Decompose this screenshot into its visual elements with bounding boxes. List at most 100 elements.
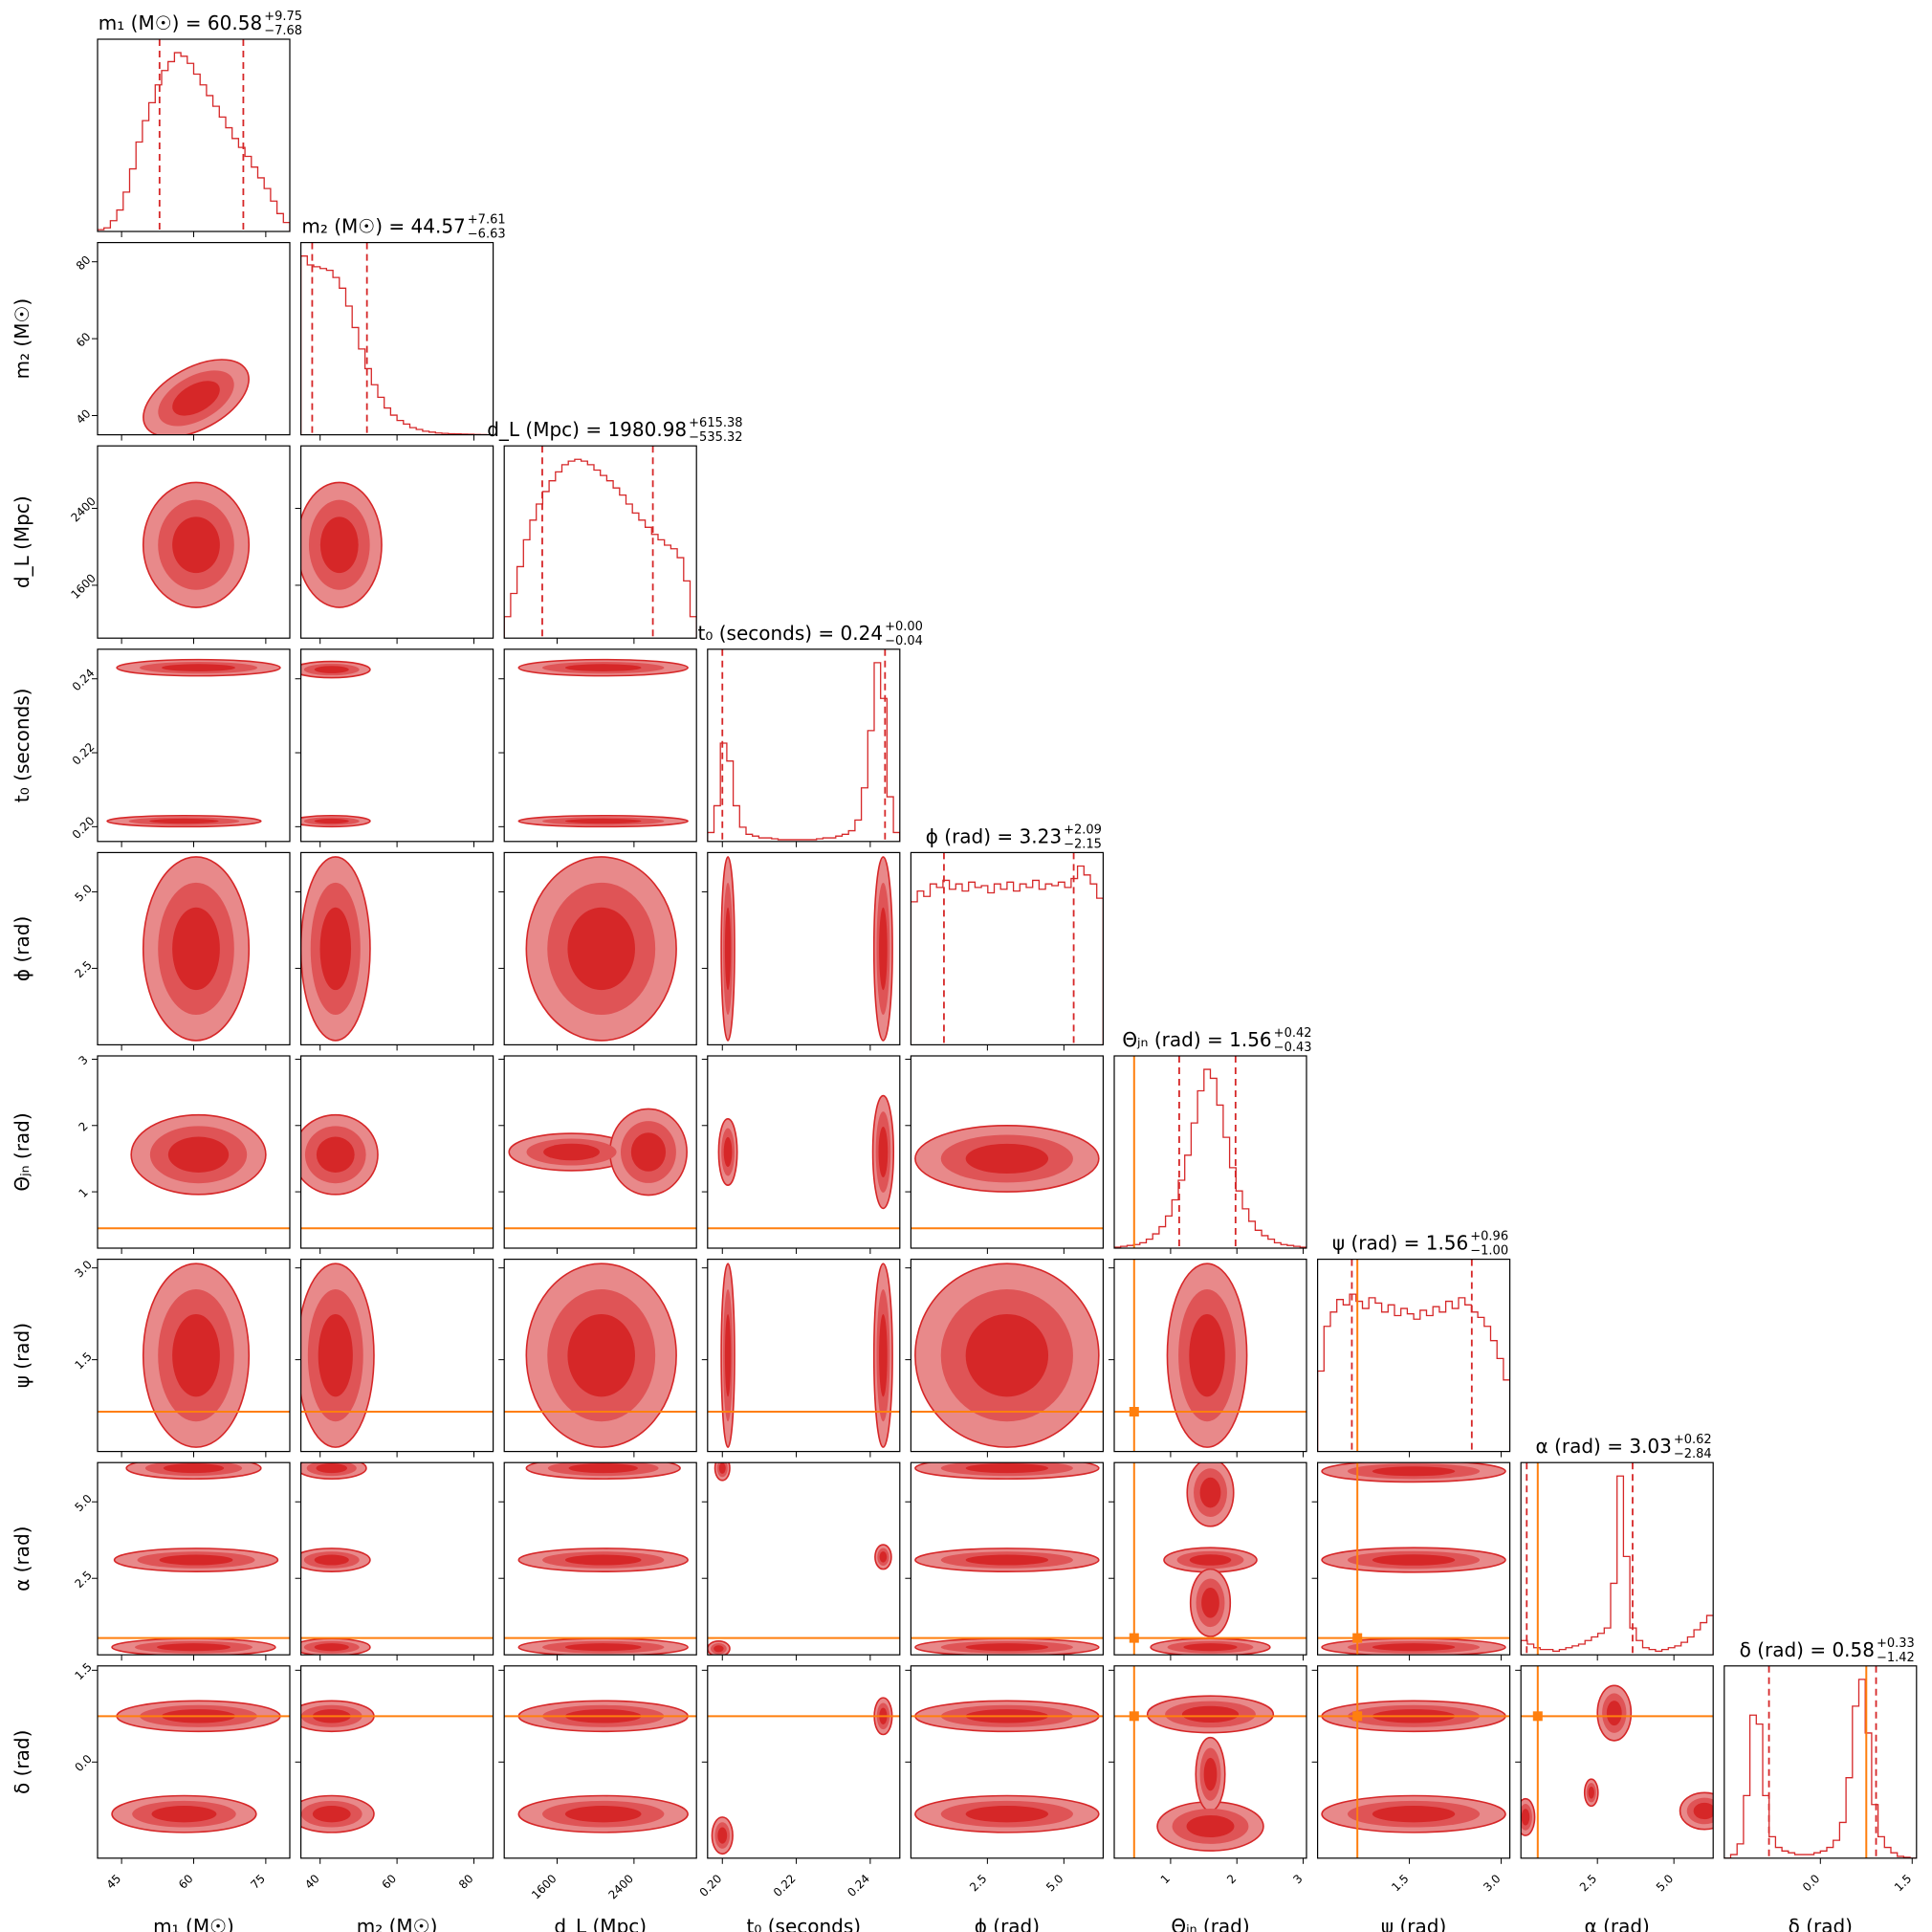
contour-level-3 — [879, 1313, 888, 1397]
contour-panel-m2-theta_jn — [300, 1113, 494, 1230]
contour-panel-dL-delta — [504, 1700, 697, 1833]
title-plus-error: +0.00 — [885, 620, 923, 634]
contour-panel-m1-dL — [142, 481, 251, 608]
panel-frame — [707, 1461, 901, 1656]
title-minus-error: −2.15 — [1064, 837, 1102, 851]
title-minus-error: −535.32 — [689, 430, 742, 445]
contour-panel-t0-theta_jn — [707, 1094, 900, 1230]
contour-level-3 — [965, 1313, 1049, 1397]
contour-panel-m1-delta — [98, 1700, 290, 1833]
histogram-title-theta_jn: Θⱼₙ (rad) = 1.56 +0.42−0.43 — [1122, 1026, 1311, 1055]
contour-panels — [98, 359, 1714, 1858]
panel-frame — [1723, 1665, 1918, 1859]
histogram-title-m1: m₁ (M☉) = 60.58 +9.75−7.68 — [99, 10, 302, 38]
contour-level-3 — [1606, 1701, 1622, 1726]
y-tick-label: 60 — [74, 330, 94, 350]
y-tick-label: 0.24 — [70, 666, 98, 693]
x-tick-label: 1600 — [529, 1872, 559, 1901]
contour-panel-m2-dL — [300, 481, 383, 608]
contour-panel-m1-psi — [98, 1262, 290, 1448]
histogram-alpha — [1521, 1462, 1714, 1656]
x-tick-label: 5.0 — [1654, 1872, 1676, 1894]
y-tick-label: 1.5 — [72, 1350, 94, 1372]
x-axis-label-phi: ϕ (rad) — [975, 1915, 1040, 1932]
histogram-m1 — [98, 39, 290, 231]
histogram-title-t0: t₀ (seconds) = 0.24 +0.00−0.04 — [698, 620, 923, 648]
panel-frame — [503, 851, 697, 1046]
panel-frame — [910, 851, 1105, 1046]
x-tick-label: 1.5 — [1389, 1872, 1411, 1894]
contour-panel-phi-alpha — [911, 1462, 1104, 1656]
axis-labels: m₁ (M☉) m₂ (M☉) d_L (Mpc) t₀ (seconds) ϕ (ra… — [11, 298, 1853, 1932]
x-axis-label-dL: d_L (Mpc) — [554, 1915, 647, 1932]
x-tick-label: 45 — [104, 1872, 124, 1892]
x-axis-label-m1: m₁ (M☉) — [153, 1915, 234, 1932]
histogram-panels — [98, 39, 1917, 1858]
title-plus-error: +0.42 — [1274, 1026, 1312, 1041]
title-plus-error: +0.62 — [1674, 1433, 1712, 1447]
panel-frame — [503, 445, 697, 639]
y-tick-label: 2.5 — [72, 958, 94, 980]
contour-level-3 — [567, 907, 635, 991]
contour-level-3 — [543, 1143, 600, 1161]
title-main: Θⱼₙ (rad) = 1.56 — [1122, 1028, 1271, 1051]
contour-level-3 — [564, 818, 642, 824]
x-tick-label: 0.20 — [697, 1872, 725, 1899]
y-axis-label-delta: δ (rad) — [11, 1730, 33, 1794]
contour-level-3 — [1372, 1554, 1456, 1566]
title-plus-error: +615.38 — [689, 416, 742, 430]
histogram-delta — [1723, 1665, 1917, 1858]
y-tick-label: 3.0 — [72, 1258, 94, 1280]
contour-panel-m2-alpha — [300, 1462, 494, 1656]
histogram-theta_jn — [1114, 1056, 1306, 1248]
title-plus-error: +7.61 — [468, 213, 506, 228]
panel-frame — [503, 648, 697, 843]
contour-level-3 — [1521, 1809, 1530, 1826]
contour-level-3 — [878, 1126, 889, 1178]
histogram-m2 — [300, 242, 494, 435]
contour-level-3 — [149, 818, 219, 824]
contour-panel-dL-t0 — [517, 658, 689, 828]
contour-level-3 — [1183, 1643, 1238, 1652]
panel-frame — [707, 1665, 901, 1859]
contour-level-3 — [965, 1806, 1049, 1823]
panel-frame — [910, 1258, 1105, 1453]
contour-level-3 — [172, 516, 220, 574]
x-tick-label: 0.22 — [771, 1872, 799, 1899]
contour-level-3 — [1372, 1643, 1456, 1652]
panel-frame — [503, 1461, 697, 1656]
contour-panel-phi-theta_jn — [911, 1124, 1104, 1230]
contour-panel-phi-delta — [911, 1700, 1104, 1833]
contour-level-3 — [714, 1645, 724, 1653]
title-plus-error: +0.33 — [1877, 1636, 1915, 1651]
title-main: t₀ (seconds) = 0.24 — [698, 622, 884, 645]
x-tick-label: 40 — [302, 1872, 322, 1892]
injection-marker — [1129, 1633, 1139, 1643]
y-tick-label: 3 — [77, 1053, 91, 1067]
contour-level-3 — [312, 1806, 351, 1823]
contour-level-3 — [879, 1551, 888, 1563]
contour-level-3 — [319, 907, 352, 991]
contour-panel-t0-psi — [707, 1262, 900, 1448]
contour-panel-psi-delta — [1317, 1665, 1510, 1858]
y-tick-label: 0.22 — [70, 740, 98, 768]
x-tick-label: 3 — [1290, 1872, 1305, 1886]
contour-level-3 — [314, 1643, 349, 1652]
histogram-psi — [1317, 1259, 1510, 1452]
histogram-titles: m₁ (M☉) = 60.58 +9.75−7.68 m₂ (M☉) = 44.57… — [99, 10, 1915, 1665]
x-axis-label-t0: t₀ (seconds) — [747, 1915, 862, 1932]
panel-frame — [707, 648, 901, 843]
contour-level-3 — [1186, 1814, 1235, 1837]
contour-level-3 — [879, 907, 888, 991]
title-minus-error: −2.84 — [1674, 1447, 1712, 1461]
histogram-steps — [1114, 1068, 1306, 1248]
histogram-title-psi: ψ (rad) = 1.56 +0.96−1.00 — [1332, 1230, 1508, 1259]
panel-frame — [1316, 1461, 1511, 1656]
injection-marker — [1532, 1711, 1543, 1722]
contour-panel-dL-psi — [504, 1262, 697, 1448]
contour-level-3 — [564, 1554, 642, 1566]
panel-frame — [910, 1055, 1105, 1249]
contour-level-3 — [157, 1643, 231, 1652]
x-tick-label: 2400 — [605, 1872, 635, 1901]
